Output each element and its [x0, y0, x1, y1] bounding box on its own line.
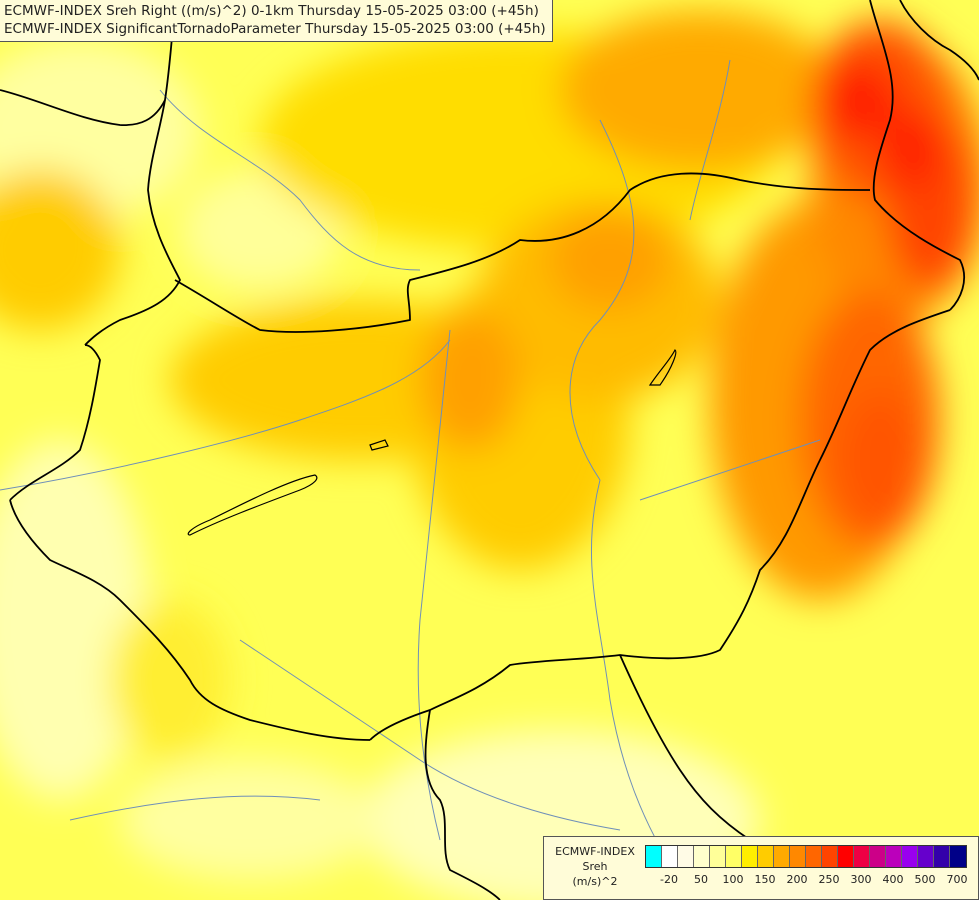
color-legend: ECMWF-INDEX Sreh (m/s)^2 -20 50 100 150 200 2…: [543, 836, 979, 900]
legend-color-bar: [645, 845, 967, 868]
title-line-2: ECMWF-INDEX SignificantTornadoParameter …: [4, 21, 546, 37]
legend-variable: Sreh: [582, 860, 608, 873]
legend-swatch: [710, 846, 726, 867]
legend-ticks: -20 50 100 150 200 250 300 400 500 700: [645, 873, 975, 889]
legend-tick-label: -20: [660, 873, 678, 886]
legend-swatch: [838, 846, 854, 867]
legend-tick-label: 400: [882, 873, 904, 886]
legend-swatch: [726, 846, 742, 867]
legend-swatch: [662, 846, 678, 867]
legend-tick-label: 100: [722, 873, 744, 886]
legend-tick-label: 50: [694, 873, 708, 886]
legend-tick-label: 500: [914, 873, 936, 886]
map-title: ECMWF-INDEX Sreh Right ((m/s)^2) 0-1km T…: [0, 0, 553, 42]
legend-swatch: [950, 846, 966, 867]
legend-tick-label: 150: [754, 873, 776, 886]
legend-swatch: [678, 846, 694, 867]
rivers: [0, 59, 821, 881]
legend-swatch: [870, 846, 886, 867]
legend-swatch: [854, 846, 870, 867]
legend-model: ECMWF-INDEX: [555, 845, 635, 858]
legend-label: ECMWF-INDEX Sreh (m/s)^2: [548, 844, 642, 889]
lakes: [187, 349, 677, 536]
legend-swatch: [918, 846, 934, 867]
legend-tick-label: 700: [946, 873, 968, 886]
legend-swatch: [934, 846, 950, 867]
legend-swatch: [790, 846, 806, 867]
legend-tick-label: 200: [786, 873, 808, 886]
legend-swatch: [694, 846, 710, 867]
legend-swatch: [758, 846, 774, 867]
legend-unit: (m/s)^2: [572, 875, 618, 888]
legend-swatch: [774, 846, 790, 867]
legend-swatch: [902, 846, 918, 867]
title-line-1: ECMWF-INDEX Sreh Right ((m/s)^2) 0-1km T…: [4, 3, 539, 19]
legend-tick-label: 300: [850, 873, 872, 886]
legend-tick-label: 250: [818, 873, 840, 886]
legend-swatch: [646, 846, 662, 867]
legend-swatch: [886, 846, 902, 867]
legend-swatch: [742, 846, 758, 867]
legend-swatch: [822, 846, 838, 867]
legend-swatch: [806, 846, 822, 867]
